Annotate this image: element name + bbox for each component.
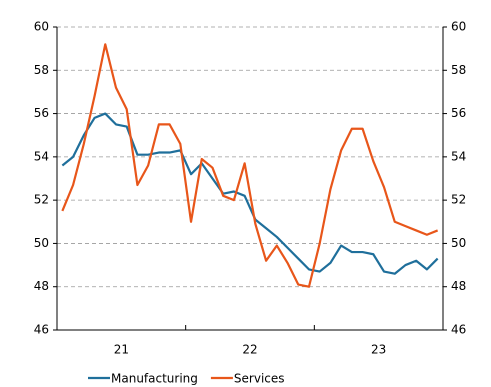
line-series: [61, 43, 439, 288]
y-tick-label: 48: [34, 279, 49, 293]
y-tick-label: 50: [34, 236, 49, 250]
y2-tick-label: 52: [451, 193, 466, 207]
legend-label: Manufacturing: [111, 372, 198, 386]
y2-tick-label: 60: [451, 20, 466, 34]
y-tick-label: 56: [34, 106, 49, 120]
y2-tick-label: 46: [451, 323, 466, 337]
x-tick-label: 22: [242, 343, 257, 357]
x-tick-label: 21: [114, 343, 129, 357]
y2-tick-label: 56: [451, 106, 466, 120]
line-series: [61, 112, 439, 275]
y-tick-label: 60: [34, 20, 49, 34]
x-tick-label: 23: [371, 343, 386, 357]
y-tick-label: 52: [34, 193, 49, 207]
y-tick-label: 54: [34, 149, 49, 163]
y2-tick-label: 50: [451, 236, 466, 250]
y2-tick-label: 48: [451, 279, 466, 293]
y2-tick-label: 58: [451, 63, 466, 77]
y-tick-label: 58: [34, 63, 49, 77]
y2-tick-label: 54: [451, 149, 466, 163]
y-tick-label: 46: [34, 323, 49, 337]
legend-label: Services: [234, 372, 285, 386]
